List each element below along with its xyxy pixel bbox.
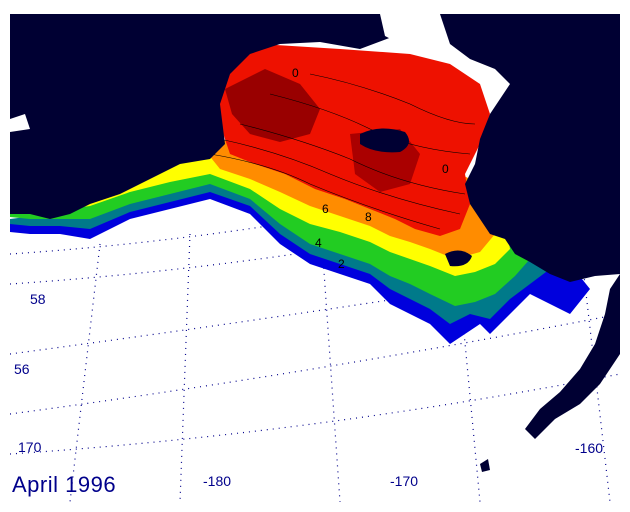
map-title: April 1996 [12, 472, 117, 497]
land-alaska-peninsula [525, 274, 620, 439]
lon-label-170: -170 [390, 473, 419, 489]
lon-label-160: -160 [575, 440, 604, 456]
ice-band-green [10, 164, 530, 306]
lon-label-180: -180 [203, 473, 232, 489]
contour-label-0-east: 0 [442, 162, 449, 176]
contour-label-4: 4 [315, 236, 322, 250]
ice-band-yellow [20, 154, 510, 276]
land-island-small [480, 459, 490, 472]
map-frame: 0 6 8 4 2 0 58 56 170 -180 -170 -160 [10, 14, 620, 502]
contour-label-8: 8 [365, 210, 372, 224]
land-siberia [10, 14, 410, 219]
land-island-nunivak [445, 250, 472, 267]
lat-label-56: 56 [14, 361, 30, 377]
contour-label-6: 6 [322, 202, 329, 216]
map-canvas [10, 14, 620, 502]
contour-lines [209, 73, 476, 230]
contour-label-2: 2 [338, 257, 345, 271]
land-alaska [440, 14, 620, 282]
contour-label-0-north: 0 [292, 66, 299, 80]
lat-label-170: 170 [18, 439, 42, 455]
land-island-stlawrence [360, 128, 409, 153]
snow-patch [380, 14, 440, 49]
ice-band-dark-red [225, 69, 320, 142]
snow-patch-2 [10, 114, 30, 132]
lat-label-58: 58 [30, 291, 46, 307]
land [10, 14, 620, 472]
